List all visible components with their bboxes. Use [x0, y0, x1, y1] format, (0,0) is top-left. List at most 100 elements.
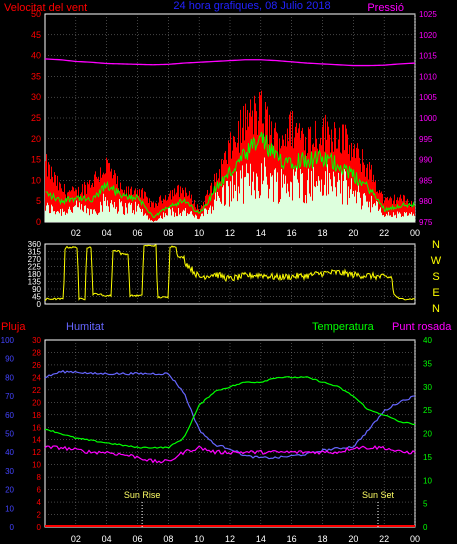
- time-tick-label: 10: [194, 534, 204, 544]
- temperature-axis-tick-label: 10: [423, 476, 432, 485]
- wind-axis-tick-label: 20: [31, 134, 41, 144]
- wind-axis-tick-label: 35: [31, 71, 41, 81]
- chart-title: 24 hora grafiques, 08 Julio 2018: [173, 0, 330, 12]
- compass-label: W: [431, 255, 442, 267]
- wind-average-series: [45, 131, 415, 219]
- compass-label: N: [432, 303, 440, 315]
- rain-axis-tick-label: 14: [32, 436, 41, 445]
- temperature-axis-tick-label: 40: [423, 336, 432, 345]
- time-tick-label: 02: [71, 534, 81, 544]
- time-tick-label: 04: [102, 228, 112, 238]
- wind-speed-plot: [44, 58, 416, 222]
- pressure-axis-tick-label: 990: [419, 156, 433, 165]
- humidity-axis-tick-label: 60: [5, 411, 14, 420]
- pressure-axis-tick-label: 1005: [419, 93, 437, 102]
- direction-axis-tick-label: 225: [28, 263, 42, 272]
- rain-axis-tick-label: 16: [32, 423, 41, 432]
- wind-axis-tick-label: 10: [31, 175, 41, 185]
- humidity-temperature-gridlines: [45, 340, 416, 527]
- time-tick-label: 02: [71, 228, 81, 238]
- humidity-axis-tick-label: 50: [5, 430, 14, 439]
- compass-label: N: [432, 239, 440, 251]
- rain-axis-tick-label: 10: [32, 461, 41, 470]
- sun-event-label: Sun Rise: [124, 490, 161, 500]
- direction-axis-tick-label: 360: [28, 240, 42, 249]
- humidity-axis-tick-label: 0: [10, 523, 15, 532]
- time-tick-label: 20: [348, 534, 358, 544]
- time-tick-label: 18: [317, 228, 327, 238]
- wind-axis-tick-label: 40: [31, 51, 41, 61]
- wind-axis-tick-label: 45: [31, 30, 41, 40]
- humidity-axis-tick-label: 10: [5, 504, 14, 513]
- time-tick-label: 12: [225, 534, 235, 544]
- direction-axis-tick-label: 135: [28, 278, 42, 287]
- wind-axis-title: Velocitat del vent: [4, 2, 87, 14]
- direction-axis-tick-label: 315: [28, 248, 42, 257]
- time-tick-label: 16: [287, 228, 297, 238]
- humidity-axis-tick-label: 20: [5, 486, 14, 495]
- time-tick-label: 22: [379, 534, 389, 544]
- time-tick-label: 06: [132, 534, 142, 544]
- temperature-axis-tick-label: 20: [423, 430, 432, 439]
- time-tick-label: 06: [132, 228, 142, 238]
- time-tick-label: 12: [225, 228, 235, 238]
- time-tick-label: 00: [410, 228, 420, 238]
- wind-axis-tick-label: 0: [36, 217, 41, 227]
- direction-axis-tick-label: 270: [28, 255, 42, 264]
- time-tick-label: 14: [256, 534, 266, 544]
- time-tick-label: 22: [379, 228, 389, 238]
- humidity-axis-tick-label: 30: [5, 467, 14, 476]
- time-tick-label: 18: [317, 534, 327, 544]
- humidity-axis-tick-label: 80: [5, 373, 14, 382]
- sun-event-label: Sun Set: [362, 490, 395, 500]
- rain-axis-tick-label: 2: [37, 511, 42, 520]
- pressure-axis-tick-label: 975: [419, 218, 433, 227]
- rain-axis-tick-label: 22: [32, 386, 41, 395]
- wind-axis-tick-label: 30: [31, 92, 41, 102]
- compass-label: S: [432, 271, 439, 283]
- pressure-axis-tick-label: 1010: [419, 72, 437, 81]
- wind-direction-plot: [44, 244, 416, 302]
- temperature-axis-title: Temperatura: [312, 321, 375, 333]
- rain-axis-tick-label: 4: [37, 498, 42, 507]
- time-tick-label: 04: [102, 534, 112, 544]
- pressure-axis-tick-label: 985: [419, 176, 433, 185]
- rain-axis-tick-label: 0: [37, 523, 42, 532]
- wind-axis-tick-label: 50: [31, 9, 41, 19]
- pressure-axis-tick-label: 1015: [419, 52, 437, 61]
- time-tick-label: 20: [348, 228, 358, 238]
- time-tick-label: 16: [287, 534, 297, 544]
- rain-axis-tick-label: 26: [32, 361, 41, 370]
- dewpoint-axis-title: Punt rosada: [392, 321, 452, 333]
- pressure-axis-tick-label: 1000: [419, 114, 437, 123]
- humidity-axis-tick-label: 90: [5, 355, 14, 364]
- dewpoint-series: [44, 445, 416, 464]
- wind-axis-tick-label: 15: [31, 155, 41, 165]
- wind-axis-tick-label: 5: [36, 196, 41, 206]
- wind-axis-tick-label: 25: [31, 113, 41, 123]
- humidity-series: [44, 369, 416, 460]
- rain-axis-tick-label: 6: [37, 486, 42, 495]
- rain-axis-tick-label: 20: [32, 398, 41, 407]
- humidity-axis-title: Humitat: [66, 321, 104, 333]
- temperature-series: [44, 376, 416, 449]
- humidity-temperature-plot: Sun Rise Sun Set: [44, 369, 416, 527]
- rain-axis-title: Pluja: [1, 321, 26, 333]
- time-tick-label: 00: [410, 534, 420, 544]
- humidity-axis-tick-label: 40: [5, 448, 14, 457]
- humidity-axis-tick-label: 100: [1, 336, 15, 345]
- direction-axis-tick-label: 180: [28, 270, 42, 279]
- time-tick-label: 08: [163, 534, 173, 544]
- humidity-axis-tick-label: 70: [5, 392, 14, 401]
- direction-axis-tick-label: 90: [32, 285, 41, 294]
- rain-axis-tick-label: 30: [32, 336, 41, 345]
- direction-axis-tick-label: 45: [32, 293, 41, 302]
- compass-label: E: [432, 287, 439, 299]
- direction-axis-tick-label: 0: [37, 300, 42, 309]
- pressure-axis-tick-label: 995: [419, 135, 433, 144]
- temperature-axis-tick-label: 15: [423, 453, 432, 462]
- rain-axis-tick-label: 8: [37, 473, 42, 482]
- temperature-axis-tick-label: 25: [423, 406, 432, 415]
